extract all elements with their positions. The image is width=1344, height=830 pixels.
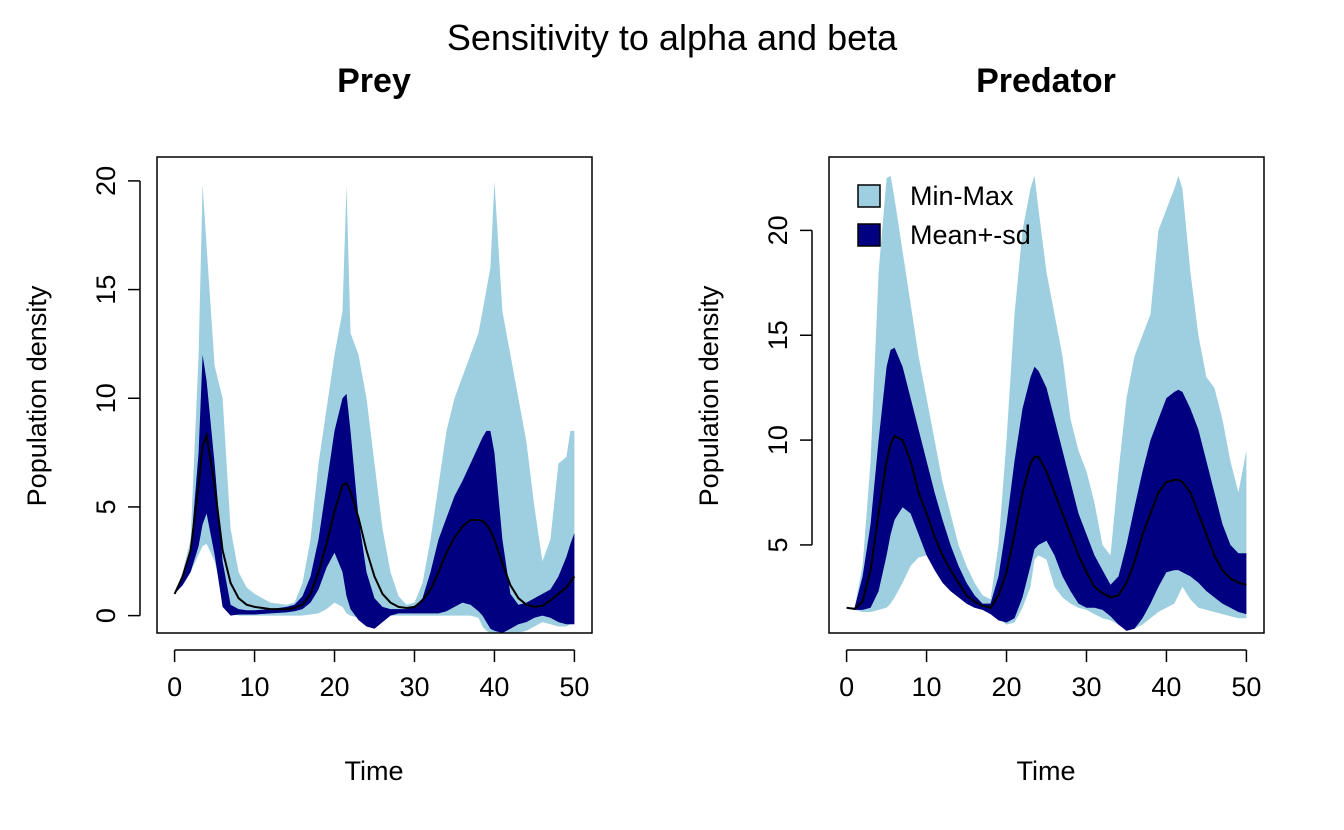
prey-y-tick-label: 0 — [91, 608, 121, 623]
legend-minmax-swatch — [857, 184, 881, 208]
prey-axes: 0 10 20 30 40 50 0 5 10 15 20 — [91, 166, 589, 702]
prey-minmax-band — [174, 180, 575, 633]
predator-plot-frame — [828, 156, 1265, 634]
prey-panel: Prey Time Population density 0 10 20 30 40 50… — [22, 62, 593, 786]
prey-mean-sd-band — [174, 354, 575, 633]
predator-mean-line — [846, 434, 1247, 610]
prey-y-tick-label: 5 — [91, 499, 121, 514]
predator-y-axis-label: Population density — [694, 285, 724, 506]
prey-x-axis-label: Time — [345, 756, 404, 786]
prey-plot-frame — [156, 156, 593, 634]
predator-axes: 0 10 20 30 40 50 5 10 15 20 — [763, 215, 1261, 702]
predator-y-tick-label: 15 — [763, 320, 793, 350]
predator-x-tick-label: 50 — [1231, 672, 1261, 702]
legend-sd-label: Mean+-sd — [910, 220, 1031, 250]
prey-x-tick-label: 20 — [319, 672, 349, 702]
legend: Min-Max Mean+-sd — [857, 181, 1031, 250]
prey-chart-title: Prey — [337, 62, 411, 100]
predator-x-axis-label: Time — [1017, 756, 1076, 786]
predator-x-tick-label: 0 — [839, 672, 854, 702]
predator-x-tick-label: 10 — [912, 672, 942, 702]
prey-plot-area — [173, 180, 576, 633]
prey-x-tick-label: 10 — [240, 672, 270, 702]
predator-y-tick-label: 5 — [763, 537, 793, 552]
prey-x-tick-label: 0 — [167, 672, 182, 702]
prey-y-axis-label: Population density — [22, 285, 52, 506]
legend-sd-swatch — [857, 223, 881, 247]
predator-x-tick-label: 40 — [1151, 672, 1181, 702]
predator-plot-area — [846, 175, 1247, 631]
prey-x-tick-label: 40 — [479, 672, 509, 702]
figure-title: Sensitivity to alpha and beta — [447, 17, 898, 58]
predator-chart-title: Predator — [976, 62, 1116, 100]
prey-y-tick-label: 15 — [91, 275, 121, 305]
predator-y-tick-label: 20 — [763, 215, 793, 245]
prey-mean-line — [173, 431, 576, 611]
legend-minmax-label: Min-Max — [910, 181, 1014, 211]
predator-panel: Predator Time Population density 0 10 20 30… — [694, 62, 1265, 786]
prey-y-tick-label: 10 — [91, 383, 121, 413]
prey-x-tick-label: 50 — [559, 672, 589, 702]
prey-x-tick-label: 30 — [399, 672, 429, 702]
predator-x-tick-label: 30 — [1071, 672, 1101, 702]
predator-mean-sd-band — [846, 347, 1247, 631]
prey-y-tick-label: 20 — [91, 166, 121, 196]
predator-x-tick-label: 20 — [991, 672, 1021, 702]
predator-y-tick-label: 10 — [763, 425, 793, 455]
